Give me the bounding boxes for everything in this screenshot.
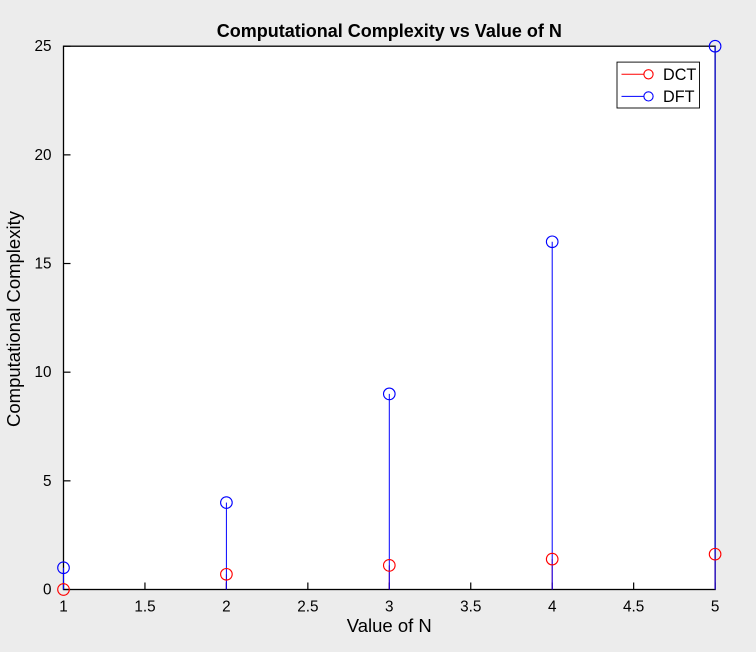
svg-text:0: 0 xyxy=(43,582,52,599)
svg-text:5: 5 xyxy=(711,599,720,616)
svg-text:DFT: DFT xyxy=(663,88,695,106)
svg-text:3: 3 xyxy=(385,599,394,616)
svg-text:25: 25 xyxy=(34,38,51,55)
svg-text:10: 10 xyxy=(34,364,51,381)
svg-text:15: 15 xyxy=(34,256,51,273)
svg-text:4: 4 xyxy=(548,599,557,616)
svg-text:1.5: 1.5 xyxy=(134,599,155,616)
svg-text:2.5: 2.5 xyxy=(297,599,318,616)
svg-text:2: 2 xyxy=(222,599,231,616)
svg-text:5: 5 xyxy=(43,473,52,490)
svg-text:DCT: DCT xyxy=(663,66,696,84)
svg-text:1: 1 xyxy=(59,599,68,616)
svg-text:20: 20 xyxy=(34,147,51,164)
svg-text:4.5: 4.5 xyxy=(623,599,644,616)
svg-text:3.5: 3.5 xyxy=(460,599,481,616)
